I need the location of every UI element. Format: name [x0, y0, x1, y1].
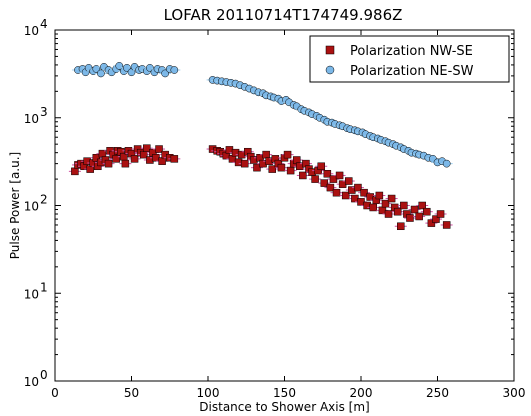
legend-entry-1: Polarization NW-SE — [325, 44, 473, 59]
legend: Polarization NW-SE Polarization NE-SW — [309, 35, 510, 83]
data-point — [315, 162, 328, 171]
data-point — [403, 214, 416, 222]
y-tick-label: 10 — [24, 112, 39, 126]
y-tick-label: 10 — [24, 375, 39, 389]
y-tick-label: 10 — [24, 287, 39, 301]
data-point — [296, 171, 309, 180]
data-point — [339, 191, 352, 200]
data-point — [351, 183, 364, 192]
x-tick-label: 250 — [426, 386, 449, 400]
data-point — [420, 207, 433, 216]
series-2 — [71, 62, 453, 168]
data-point — [373, 191, 386, 200]
data-point — [159, 69, 172, 78]
y-axis-label: Pulse Power [a.u.] — [8, 152, 22, 259]
x-tick-label: 100 — [197, 386, 220, 400]
data-point — [440, 221, 453, 229]
data-point — [379, 199, 392, 208]
legend-entry-2: Polarization NE-SW — [325, 64, 474, 79]
legend-box — [309, 35, 510, 83]
y-tick-label: 10 — [24, 200, 39, 214]
data-point — [342, 177, 355, 185]
x-tick-label: 300 — [503, 386, 526, 400]
data-point — [119, 159, 132, 168]
data-point — [318, 179, 331, 187]
data-point — [321, 170, 334, 178]
data-point — [330, 188, 343, 197]
data-point — [68, 167, 81, 176]
legend-label: Polarization NE-SW — [350, 64, 474, 79]
y-tick-exponent: 3 — [40, 105, 48, 119]
data-point — [140, 144, 153, 152]
data-point — [137, 150, 150, 159]
data-point — [391, 207, 404, 216]
data-point — [408, 205, 421, 214]
y-tick-label: 10 — [24, 24, 39, 38]
series-1 — [68, 144, 453, 231]
data-point — [333, 171, 346, 180]
data-point — [394, 222, 407, 231]
data-point — [250, 163, 263, 172]
data-points — [68, 62, 453, 231]
data-point — [309, 175, 322, 183]
data-point — [128, 155, 141, 163]
data-point — [416, 201, 429, 210]
data-point — [90, 154, 103, 162]
data-point — [385, 194, 398, 203]
data-point — [324, 183, 337, 192]
data-point — [168, 155, 181, 163]
data-point — [425, 219, 438, 227]
data-point — [238, 159, 251, 168]
data-point — [367, 203, 380, 212]
y-tick-exponent: 0 — [40, 368, 48, 382]
x-tick-label: 0 — [51, 386, 59, 400]
data-point — [429, 215, 442, 223]
data-point — [358, 188, 371, 197]
x-tick-label: 200 — [350, 386, 373, 400]
data-point — [397, 201, 410, 210]
legend-entries: Polarization NW-SE Polarization NE-SW — [325, 44, 474, 79]
y-tick-exponent: 2 — [40, 193, 48, 207]
y-tick-exponent: 1 — [40, 280, 48, 294]
data-point — [413, 212, 426, 221]
chart-title: LOFAR 20110714T174749.986Z — [164, 6, 403, 24]
data-point — [153, 145, 166, 153]
legend-circle-marker — [325, 65, 335, 75]
legend-label: Polarization NW-SE — [350, 44, 473, 59]
x-axis-label: Distance to Shower Axis [m] — [199, 400, 369, 414]
data-point — [434, 210, 447, 218]
data-point — [168, 66, 181, 74]
data-point — [102, 159, 115, 168]
legend-square-marker — [325, 45, 335, 55]
data-point — [266, 165, 279, 173]
x-tick-label: 50 — [124, 386, 139, 400]
plot-frame — [54, 29, 515, 382]
data-point — [281, 150, 294, 159]
data-point — [275, 163, 288, 172]
y-tick-exponent: 4 — [40, 17, 48, 31]
data-point — [94, 69, 107, 78]
data-point — [440, 159, 453, 168]
data-point — [382, 210, 395, 218]
x-tick-label: 150 — [273, 386, 296, 400]
